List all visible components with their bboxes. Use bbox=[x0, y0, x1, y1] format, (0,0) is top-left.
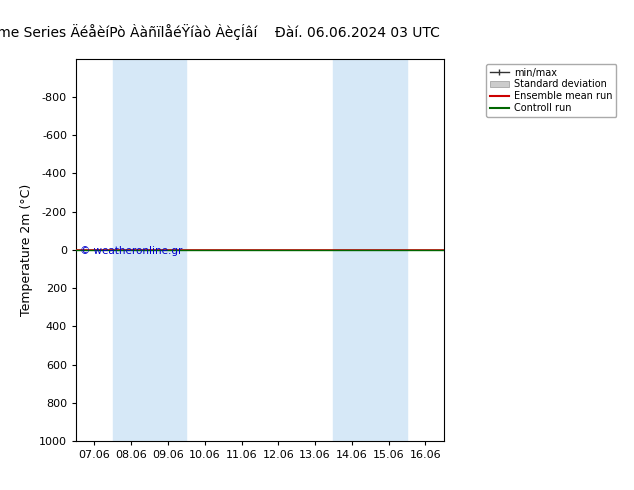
Bar bbox=[150, 59, 186, 441]
Bar bbox=[370, 59, 407, 441]
Text: © weatheronline.gr: © weatheronline.gr bbox=[80, 245, 182, 256]
Legend: min/max, Standard deviation, Ensemble mean run, Controll run: min/max, Standard deviation, Ensemble me… bbox=[486, 64, 616, 117]
Text: ENS Time Series ÄéåèíPò ÀàñïlåéŸíàò ÀèçÍâí    Đàí. 06.06.2024 03 UTC: ENS Time Series ÄéåèíPò ÀàñïlåéŸíàò ÀèçÍ… bbox=[0, 24, 440, 41]
Y-axis label: Temperature 2m (°C): Temperature 2m (°C) bbox=[20, 184, 34, 316]
Bar bbox=[113, 59, 150, 441]
Bar bbox=[333, 59, 370, 441]
